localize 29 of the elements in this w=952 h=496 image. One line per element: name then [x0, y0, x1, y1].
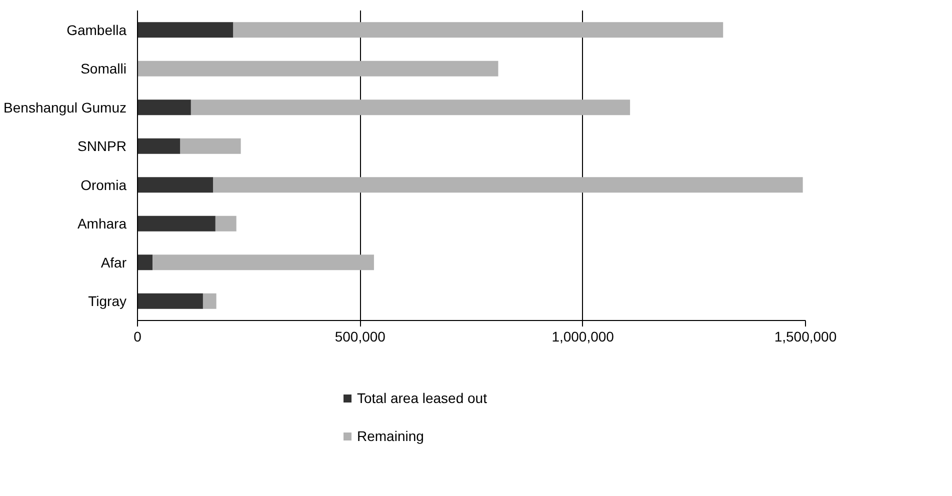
x-tick-label: 1,500,000 — [774, 328, 837, 344]
bar — [138, 216, 216, 232]
y-tick-label: Amhara — [77, 216, 127, 232]
x-tick-label: 0 — [134, 328, 142, 344]
y-tick-label: Afar — [100, 254, 127, 270]
y-tick-label: SNNPR — [77, 138, 127, 154]
bar — [138, 100, 191, 116]
y-tick-label: Benshangul Gumuz — [4, 99, 127, 116]
bar — [138, 293, 203, 309]
bar — [202, 293, 216, 309]
bar — [190, 100, 630, 116]
bar — [138, 22, 234, 38]
x-tick-label: 500,000 — [334, 328, 386, 344]
y-tick-label: Tigray — [88, 293, 127, 310]
y-tick-label: Somalli — [80, 60, 127, 77]
bar — [138, 138, 180, 154]
bar — [138, 60, 498, 76]
bar — [233, 22, 724, 38]
y-tick-label: Gambella — [66, 22, 127, 38]
y-tick-label: Oromia — [80, 176, 127, 193]
x-tick-label: 1,000,000 — [552, 328, 614, 344]
bar — [213, 177, 803, 193]
legend-label: Total area leased out — [357, 390, 487, 406]
bar — [152, 254, 374, 270]
bar — [215, 216, 236, 232]
bar — [138, 254, 153, 270]
bar — [138, 177, 214, 193]
legend-label: Remaining — [357, 428, 424, 444]
bar — [180, 138, 241, 154]
